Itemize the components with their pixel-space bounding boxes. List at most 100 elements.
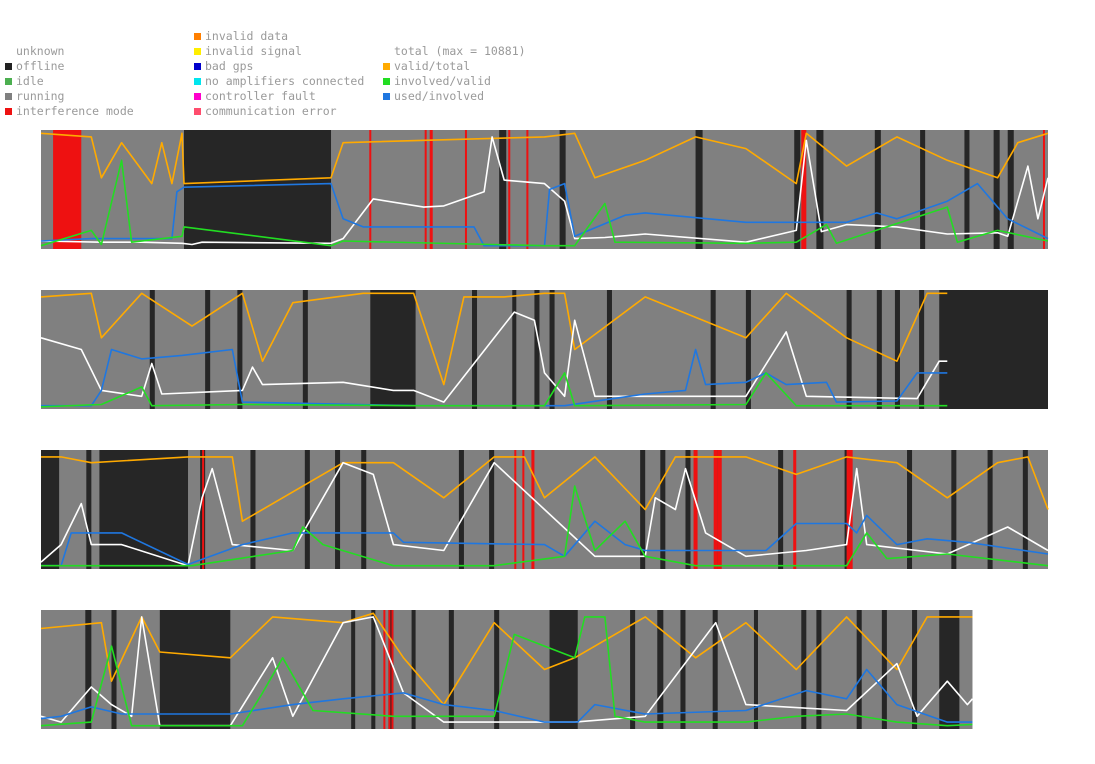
offline-segment: [559, 130, 566, 249]
legend-label: total (max = 10881): [394, 44, 526, 58]
used-involved-line: [40, 182, 1049, 247]
offline-segment: [448, 610, 454, 729]
valid-total-line: [40, 612, 973, 706]
offline-segment: [606, 290, 612, 409]
legend-swatch: [194, 108, 201, 115]
offline-segment: [912, 610, 918, 729]
legend-label: running: [16, 89, 65, 103]
offline-segment: [685, 450, 691, 569]
involved-valid-line: [41, 485, 1049, 567]
offline-segment: [183, 130, 332, 249]
offline-segment: [149, 290, 155, 409]
offline-segment: [371, 610, 376, 729]
offline-segment: [856, 610, 862, 729]
offline-segment: [250, 450, 256, 569]
offline-segment: [939, 610, 960, 729]
offline-segment: [159, 610, 231, 729]
legend-item-controller-fault: controller fault: [194, 89, 364, 104]
interference-segment: [531, 450, 535, 569]
used-involved-line: [41, 514, 1049, 567]
offline-segment: [304, 450, 310, 569]
offline-segment: [458, 450, 464, 569]
offline-segment: [1007, 130, 1014, 249]
legend-swatch: [383, 93, 390, 100]
interference-segment: [801, 130, 807, 249]
offline-segment: [660, 450, 666, 569]
offline-segment: [874, 130, 881, 249]
panel-4: [40, 610, 974, 729]
offline-segment: [237, 290, 243, 409]
offline-segment: [302, 290, 308, 409]
offline-segment: [907, 450, 913, 569]
interference-segment: [369, 130, 372, 249]
offline-segment: [351, 610, 356, 729]
legend-item-invalid-signal: invalid signal: [194, 44, 364, 59]
interference-segment: [383, 610, 386, 729]
offline-segment: [753, 610, 758, 729]
interference-segment: [793, 450, 797, 569]
offline-segment: [987, 450, 993, 569]
offline-segment: [745, 290, 751, 409]
offline-segment: [494, 610, 500, 729]
offline-segment: [794, 130, 801, 249]
legend-swatch: [194, 93, 201, 100]
legend-item-involved-valid: involved/valid: [383, 74, 526, 89]
legend-label: no amplifiers connected: [205, 74, 365, 88]
legend-status: unknown offline idle running interference mo…: [5, 44, 134, 119]
offline-segment: [939, 290, 1048, 409]
offline-segment: [894, 290, 900, 409]
valid-total-line: [40, 132, 1049, 185]
legend-swatch: [5, 78, 12, 85]
offline-segment: [695, 130, 703, 249]
legend-swatch: [5, 93, 12, 100]
offline-segment: [846, 290, 852, 409]
offline-segment: [680, 610, 686, 729]
involved-valid-line: [40, 616, 973, 727]
offline-segment: [993, 130, 1000, 249]
interference-segment: [713, 450, 718, 569]
offline-segment: [205, 290, 211, 409]
offline-segment: [549, 290, 555, 409]
legend-item-offline: offline: [5, 59, 134, 74]
offline-segment: [640, 450, 646, 569]
offline-segment: [111, 610, 117, 729]
offline-segment: [657, 610, 664, 729]
offline-segment: [361, 450, 367, 569]
used-involved-line: [40, 668, 973, 723]
legend-swatch: [194, 48, 201, 55]
legend-label: offline: [16, 59, 65, 73]
offline-segment: [919, 290, 925, 409]
offline-segment: [388, 610, 394, 729]
interference-segment: [202, 450, 205, 569]
offline-segment: [99, 450, 189, 569]
legend-label: invalid signal: [205, 44, 302, 58]
offline-segment: [549, 610, 578, 729]
legend-item-used-involved: used/involved: [383, 89, 526, 104]
interference-segment: [388, 610, 391, 729]
interference-segment: [464, 130, 467, 249]
interference-segment: [514, 450, 517, 569]
offline-segment: [712, 610, 718, 729]
offline-segment: [512, 290, 517, 409]
legend-item-total-max-10881: total (max = 10881): [383, 44, 526, 59]
legend-label: controller fault: [205, 89, 316, 103]
legend-swatch: [5, 63, 12, 70]
interference-segment: [1042, 130, 1045, 249]
legend-label: valid/total: [394, 59, 471, 73]
involved-valid-line: [40, 159, 1049, 247]
interference-segment: [53, 130, 82, 249]
interference-segment: [424, 130, 427, 249]
offline-segment: [370, 290, 416, 409]
legend-label: unknown: [16, 44, 65, 58]
interference-segment: [522, 450, 525, 569]
offline-segment: [85, 610, 92, 729]
offline-segment: [630, 610, 636, 729]
offline-segment: [335, 450, 341, 569]
legend-swatch: [383, 78, 390, 85]
legend-item-valid-total: valid/total: [383, 59, 526, 74]
offline-segment: [881, 610, 887, 729]
interference-segment: [429, 130, 433, 249]
legend-swatch: [194, 63, 201, 70]
legend-swatch: [194, 33, 201, 40]
panel-2: [40, 290, 1048, 409]
